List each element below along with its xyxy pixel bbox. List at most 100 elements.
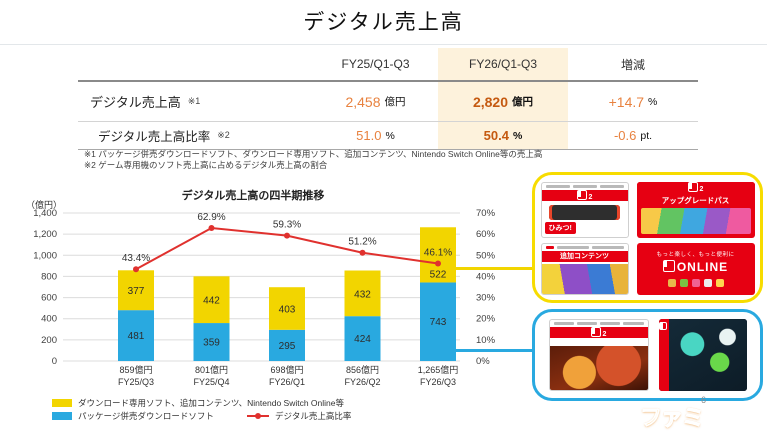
- table-header-fy26: FY26/Q1-Q3: [438, 48, 568, 82]
- x-category-label: FY26/Q3: [420, 377, 456, 387]
- bar-segment-download: [344, 270, 381, 317]
- table-row-digital-sales: デジタル売上高 ※1: [78, 82, 313, 122]
- x-total-label: 856億円: [346, 364, 379, 375]
- ratio-label: 59.3%: [273, 220, 301, 231]
- red-line-marker-icon: [247, 413, 269, 419]
- footnote-marker: ※1: [187, 96, 201, 106]
- online-tagline: もっと楽しく、もっと便利に: [656, 252, 735, 258]
- product-upgrade-pass: 2 アップグレードパス: [636, 182, 755, 238]
- package-header-decor: [542, 244, 628, 251]
- switch2-badge: 2: [588, 194, 593, 201]
- page-title: デジタル売上高: [303, 11, 464, 34]
- row-label: デジタル売上高: [90, 95, 181, 110]
- secret-label: ひみつ!: [544, 222, 576, 234]
- bar-value-blue: 481: [128, 331, 145, 342]
- x-total-label: 698億円: [270, 364, 303, 375]
- switch2-logo-band: 2: [636, 182, 755, 193]
- cell-fy25-ratio: 51.0 %: [313, 122, 438, 150]
- y-left-tick: 0: [52, 356, 57, 367]
- bar-value-yellow: 377: [128, 286, 145, 297]
- ratio-label: 51.2%: [348, 237, 376, 248]
- bar-segment-package: [193, 323, 230, 361]
- y-right-tick: 10%: [476, 335, 496, 346]
- quarterly-chart: 1,400 1,200 1,000 800 600 400 200 0 70% 60% 50% 40%…: [18, 183, 523, 395]
- x-total-label: 1,265億円: [418, 364, 459, 375]
- y-left-tick: 200: [41, 335, 57, 346]
- product-secret-box: 2 ひみつ!: [540, 182, 629, 238]
- ratio-point: [133, 266, 139, 273]
- legend-item-download: ダウンロード専用ソフト、追加コンテンツ、Nintendo Switch Onli…: [52, 397, 344, 409]
- unit: 億円: [512, 96, 534, 108]
- x-category-label: FY26/Q1: [269, 377, 305, 387]
- unit: %: [648, 95, 658, 108]
- cell-fy26-sales: 2,820 億円: [438, 82, 568, 122]
- upgrade-pass-title: アップグレードパス: [661, 196, 730, 205]
- x-total-label: 801億円: [195, 364, 228, 375]
- switch-logo-strip: [658, 319, 669, 391]
- blue-connector-line: [455, 349, 535, 352]
- switch-logo-icon: [687, 182, 698, 192]
- legend-item-ratio: デジタル売上高比率: [247, 410, 351, 422]
- character-icon: [679, 279, 688, 287]
- footnote-marker: ※2: [217, 130, 230, 140]
- table-row-digital-ratio: デジタル売上高比率 ※2: [78, 122, 313, 150]
- value: 50.4: [483, 128, 509, 143]
- ratio-point: [359, 249, 366, 256]
- switch2-logo-band: 2: [549, 327, 648, 338]
- game-art: [549, 346, 648, 390]
- bar-segment-package: [344, 316, 381, 361]
- legend-item-package: パッケージ併売ダウンロードソフト: [52, 410, 214, 422]
- switch-logo-icon: [658, 322, 667, 330]
- y-left-tick: 1,400: [33, 208, 57, 219]
- bar-value-blue: 359: [203, 338, 220, 349]
- footnote-1: ※1 パッケージ併売ダウンロードソフト、ダウンロード専用ソフト、追加コンテンツ、…: [84, 149, 543, 159]
- y-left-tick: 600: [41, 293, 57, 304]
- value: 51.0: [356, 128, 382, 143]
- unit: 億円: [384, 96, 406, 108]
- switch-logo-icon: [576, 190, 587, 200]
- bar-segment-package: [420, 282, 456, 361]
- legend-label: パッケージ併売ダウンロードソフト: [78, 411, 214, 421]
- switch-logo-icon: [590, 327, 601, 337]
- character-icon: [703, 279, 712, 287]
- y-right-tick: 40%: [476, 271, 496, 282]
- bar-value-blue: 424: [354, 334, 371, 345]
- unit: %: [512, 129, 523, 142]
- bar-segment-package: [269, 329, 305, 361]
- y-left-tick: 800: [41, 271, 57, 282]
- y-left-axis-label: （億円）: [26, 199, 62, 210]
- y-left-tick: 400: [41, 314, 57, 325]
- cell-fy25-sales: 2,458 億円: [313, 82, 438, 122]
- footnotes: ※1 パッケージ併売ダウンロードソフト、ダウンロード専用ソフト、追加コンテンツ、…: [84, 149, 542, 170]
- y-right-tick: 50%: [476, 250, 496, 261]
- value: -0.6: [613, 128, 637, 143]
- x-category-label: FY26/Q2: [344, 377, 380, 387]
- value: 2,820: [472, 93, 509, 110]
- bar-value-yellow: 522: [430, 270, 447, 281]
- y-right-tick: 20%: [476, 314, 496, 325]
- cell-fy26-ratio: 50.4 %: [438, 122, 568, 150]
- bar-segment-download: [269, 287, 305, 330]
- bar-segment-download: [193, 276, 230, 324]
- character-icon: [667, 279, 676, 287]
- blue-swatch: [52, 412, 72, 420]
- bar-segment-package: [118, 310, 154, 361]
- ratio-point: [208, 225, 215, 232]
- cell-change-sales: +14.7 %: [568, 82, 698, 122]
- table-header-fy25: FY25/Q1-Q3: [313, 48, 438, 82]
- ratio-label: 46.1%: [424, 248, 452, 259]
- character-icon: [715, 279, 724, 287]
- table-header-change: 増減: [568, 48, 698, 82]
- summary-table: FY25/Q1-Q3 FY26/Q1-Q3 増減 デジタル売上高 ※1 2,45…: [78, 48, 698, 150]
- y-right-tick: 30%: [476, 293, 496, 304]
- bar-value-blue: 295: [279, 341, 296, 352]
- cell-change-ratio: -0.6 pt.: [568, 122, 698, 150]
- product-online-card: もっと楽しく、もっと便利に ONLINE: [636, 243, 755, 295]
- title-divider: [0, 44, 767, 45]
- switch2-logo-band: 2: [541, 190, 628, 201]
- game-art: [541, 264, 628, 294]
- unit: %: [385, 129, 395, 142]
- bar-value-yellow: 403: [279, 305, 296, 316]
- y-right-tick: 60%: [476, 229, 496, 240]
